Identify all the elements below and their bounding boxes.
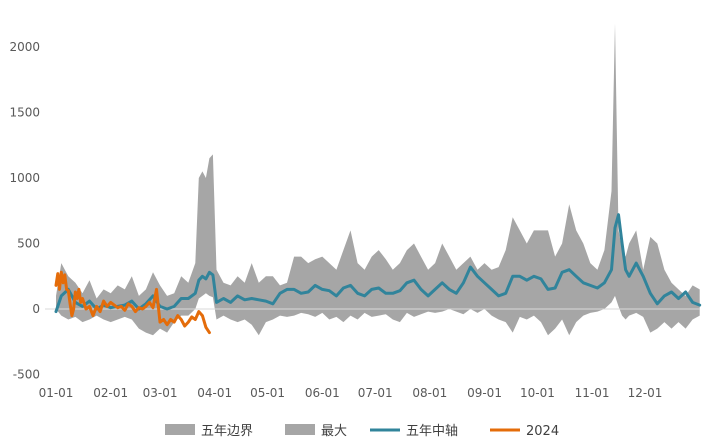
- x-tick-label: 03-01: [143, 386, 178, 400]
- x-tick-label: 01-01: [39, 386, 74, 400]
- band-area-layer: [56, 23, 700, 336]
- x-tick-label: 11-01: [575, 386, 610, 400]
- y-tick-label: 1500: [9, 106, 40, 120]
- x-tick-label: 05-01: [250, 386, 285, 400]
- legend-label: 五年边界: [201, 424, 253, 439]
- y-tick-label: -500: [13, 368, 40, 382]
- line-layer: [54, 213, 702, 335]
- x-tick-label: 10-01: [520, 386, 555, 400]
- x-tick-label: 08-01: [412, 386, 447, 400]
- x-tick-label: 02-01: [93, 386, 128, 400]
- series-line-median: [54, 213, 702, 314]
- legend-label: 五年中轴: [406, 424, 458, 439]
- y-tick-label: 500: [17, 237, 40, 251]
- legend-swatch-area: [165, 424, 195, 435]
- legend-swatch-area: [285, 424, 315, 435]
- legend-label: 2024: [526, 424, 559, 439]
- y-tick-label: 2000: [9, 40, 40, 54]
- legend-label: 最大: [321, 424, 347, 439]
- x-tick-label: 12-01: [628, 386, 663, 400]
- x-axis-ticks: 01-01 02-01 03-01 04-01 05-01 06-01 07-01 08-01…: [39, 386, 663, 400]
- y-tick-label: 1000: [9, 171, 40, 185]
- y-tick-label: 0: [32, 302, 40, 316]
- x-tick-label: 06-01: [305, 386, 340, 400]
- series-line-2024: [54, 270, 211, 335]
- x-tick-label: 09-01: [467, 386, 502, 400]
- legend: 五年边界 最大 五年中轴 2024: [165, 424, 559, 439]
- band-area: [56, 23, 700, 336]
- y-axis-ticks: 2000 1500 1000 500 0 -500: [9, 40, 40, 382]
- x-tick-label: 07-01: [358, 386, 393, 400]
- x-tick-label: 04-01: [197, 386, 232, 400]
